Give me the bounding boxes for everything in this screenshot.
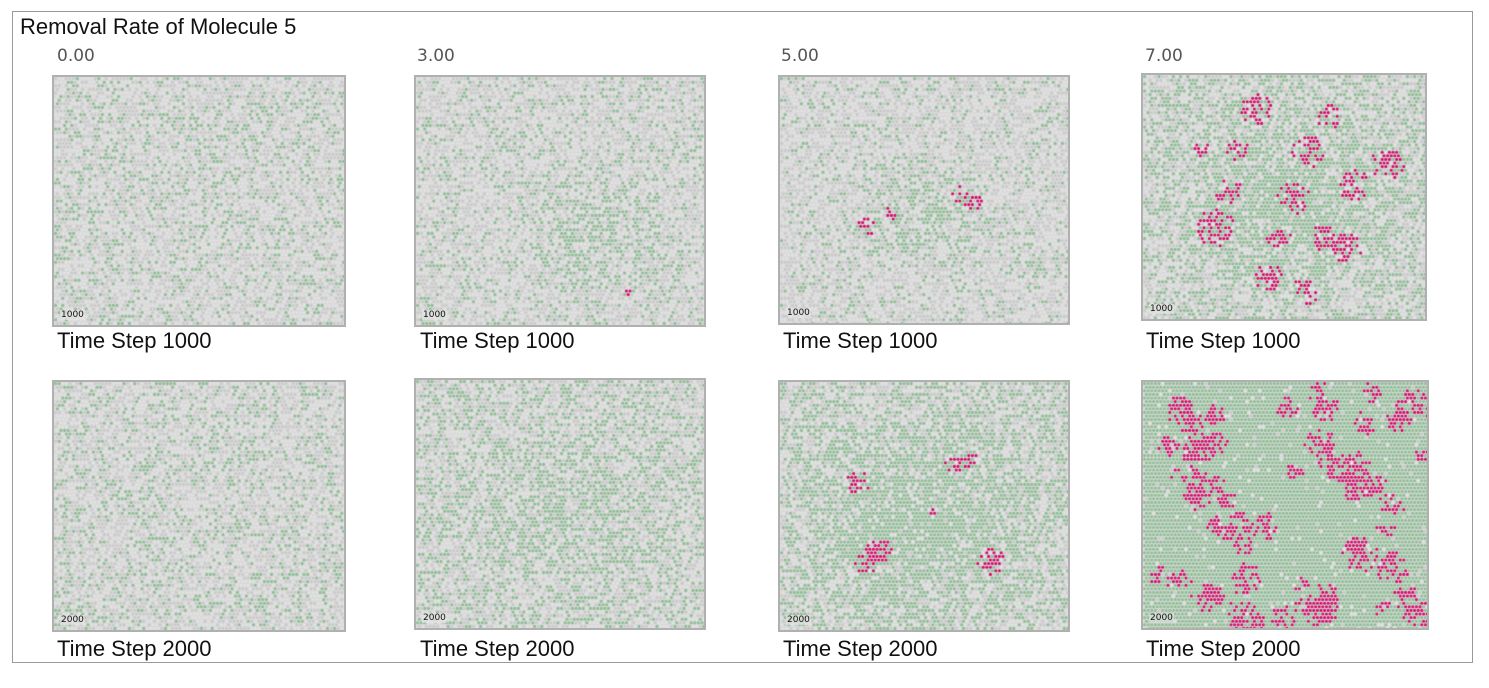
caption-r0-c1: Time Step 1000 [420, 328, 575, 353]
caption-r0-c0: Time Step 1000 [57, 328, 212, 353]
panel-r1-c3: 2000 [1141, 380, 1429, 630]
rate-label-2: 5.00 [781, 46, 819, 66]
rate-label-3: 7.00 [1145, 46, 1183, 66]
panel-r0-c2: 1000 [778, 75, 1070, 325]
panel-r0-c1: 1000 [414, 75, 706, 327]
figure-title: Removal Rate of Molecule 5 [20, 14, 297, 39]
time-step-badge: 1000 [422, 310, 447, 320]
lattice-canvas [54, 382, 344, 630]
lattice-canvas [780, 382, 1068, 630]
panel-r0-c0: 1000 [52, 75, 346, 327]
caption-r0-c3: Time Step 1000 [1146, 328, 1301, 353]
lattice-canvas [54, 77, 344, 325]
lattice-canvas [1143, 382, 1427, 628]
panel-r0-c3: 1000 [1141, 73, 1427, 321]
rate-label-0: 0.00 [57, 46, 95, 66]
caption-r0-c2: Time Step 1000 [783, 328, 938, 353]
time-step-badge: 2000 [60, 615, 85, 625]
lattice-canvas [416, 77, 704, 325]
panel-r1-c0: 2000 [52, 380, 346, 632]
caption-r1-c3: Time Step 2000 [1146, 636, 1301, 661]
time-step-badge: 2000 [786, 615, 811, 625]
time-step-badge: 1000 [786, 308, 811, 318]
caption-r1-c1: Time Step 2000 [420, 636, 575, 661]
lattice-canvas [1143, 75, 1425, 319]
time-step-badge: 1000 [60, 310, 85, 320]
time-step-badge: 2000 [422, 613, 447, 623]
caption-r1-c2: Time Step 2000 [783, 636, 938, 661]
caption-r1-c0: Time Step 2000 [57, 636, 212, 661]
time-step-badge: 2000 [1149, 613, 1174, 623]
rate-label-1: 3.00 [417, 46, 455, 66]
time-step-badge: 1000 [1149, 304, 1174, 314]
panel-r1-c2: 2000 [778, 380, 1070, 632]
lattice-canvas [416, 380, 704, 628]
lattice-canvas [780, 77, 1068, 323]
panel-r1-c1: 2000 [414, 378, 706, 630]
